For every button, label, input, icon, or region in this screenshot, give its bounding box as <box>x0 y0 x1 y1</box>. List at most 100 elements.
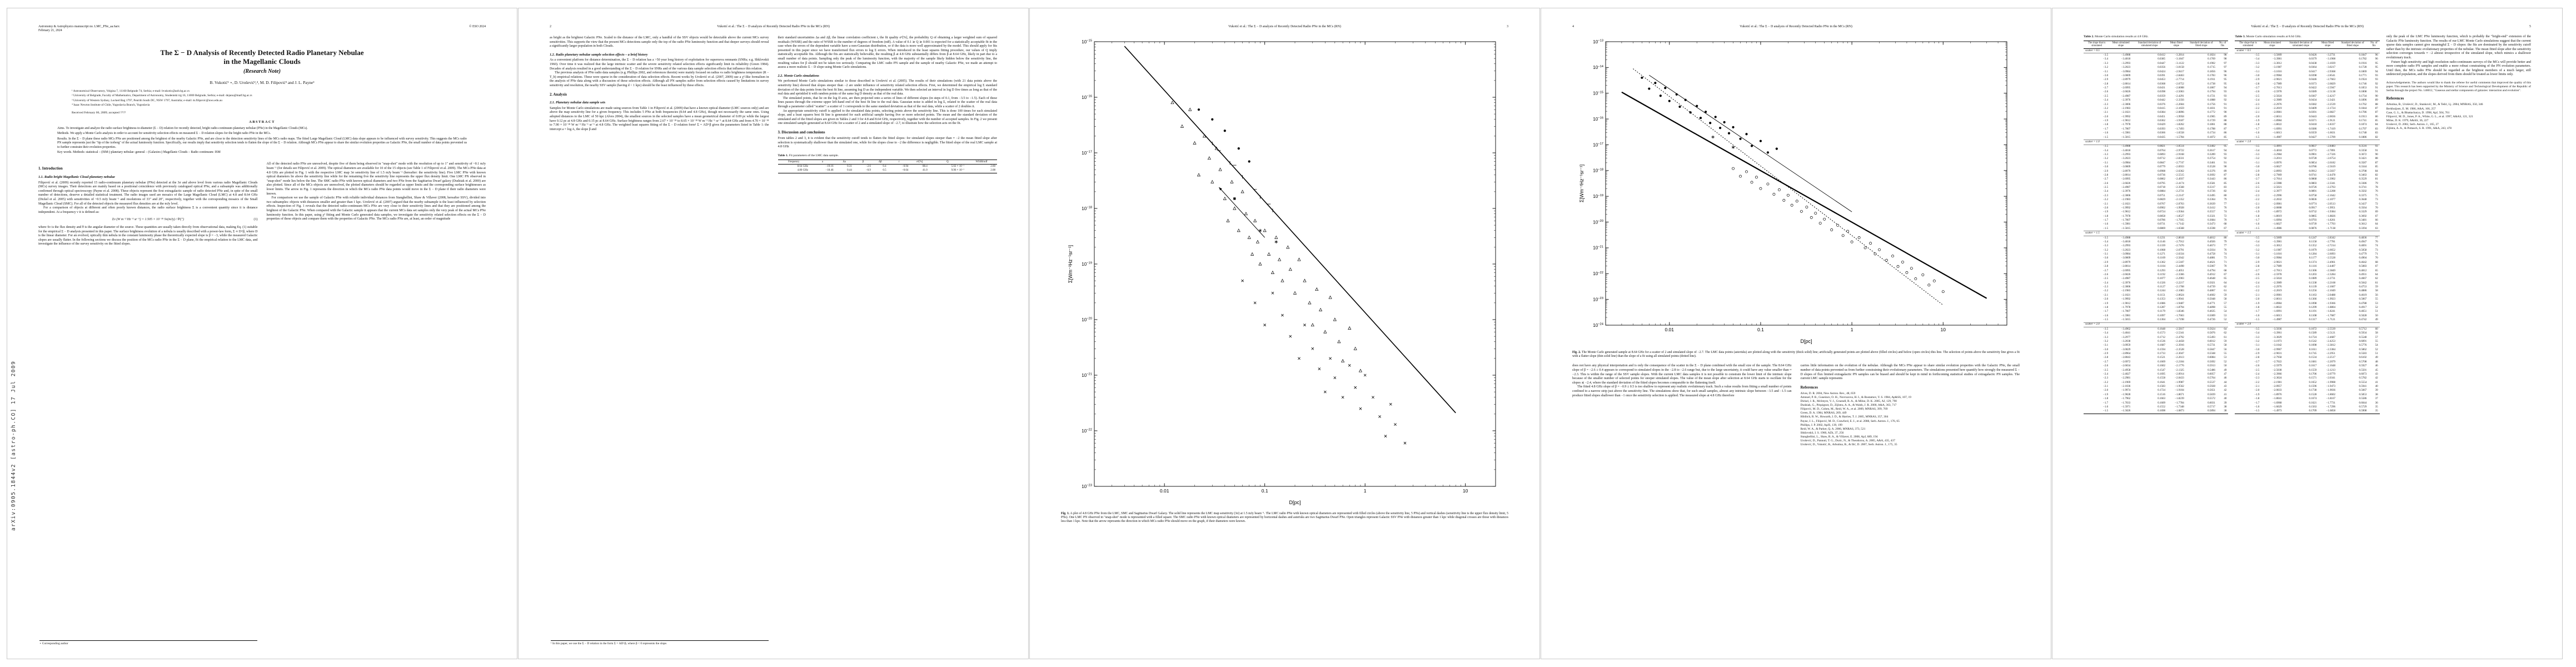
page5-columns: Table 2. Monte Carlo simulation results … <box>2084 35 2531 414</box>
column-header: Mean simulated slope <box>2261 41 2284 49</box>
table-row: −3.0 −2.9984 0.0398 −2.8541 0.1771 93 <box>2254 74 2378 77</box>
table-3-block: Table 3. Monte Carlo simulation results … <box>2235 35 2380 414</box>
table-group-label: scatter = 1.5 <box>2235 231 2380 236</box>
reference-entry: Urošević, D., Pannuti, T. G., Duric, N.,… <box>1800 439 1895 442</box>
svg-text:0.01: 0.01 <box>1665 327 1674 332</box>
table-row: −2.7 −2.7013 0.1306 −2.3849 0.4812 65 <box>2254 269 2378 272</box>
table-2-caption-text: Monte Carlo simulation results at 4.8 GH… <box>2095 35 2149 38</box>
table-row: −1.9 −1.8984 0.0371 −1.9121 0.1741 85 <box>2254 120 2378 123</box>
table-1: Frequency a Δa β Δβ r σ²[%] Q WSSR/ndf 8.64 GHz −1… <box>778 159 997 173</box>
column-header: Standard deviation of simulated slope <box>2132 41 2167 49</box>
table-row: −2.1 −2.0957 0.1596 −1.9473 0.5941 40 <box>2254 385 2378 389</box>
paragraph: The simulated points, that lie on the lo… <box>778 96 998 108</box>
svg-text:10−20: 10−20 <box>1082 317 1092 322</box>
reference-entry: Phillips, J. P. 2002, ApJS, 139, 199 <box>1800 423 1843 427</box>
table-row: −3.2 −3.1973 0.1542 −2.4253 0.6091 55 <box>2254 340 2378 343</box>
table-row: −3.0 −3.0009 0.0391 −2.8463 0.1783 96 <box>2103 74 2227 77</box>
table-row: −3.3 −3.2984 0.0901 −2.7326 0.3672 90 <box>2254 153 2378 157</box>
table-row: −3.4 −3.4018 0.0385 −3.1847 0.1769 98 <box>2103 58 2227 61</box>
page4-left-column: does not have any physical interpretatio… <box>1572 364 1792 447</box>
svg-text:0.1: 0.1 <box>1261 488 1268 494</box>
paragraph: does not have any physical interpretatio… <box>1572 364 1792 385</box>
page4-running-head: 4 Vukotić et al.: The Σ − D analysis of … <box>1572 25 2020 28</box>
affiliation-entry: ² University of Belgrade, Faculty of Mat… <box>72 94 252 98</box>
lmc-data-asterisks <box>1711 135 1735 149</box>
table-row: −2.7 −2.7022 0.1681 −2.2079 0.5708 48 <box>2254 360 2378 364</box>
table-row: −2.5 −2.4987 0.1077 −2.2903 0.4648 65 <box>2103 277 2227 281</box>
table-row: −2.9 −2.9021 0.1374 −2.4961 0.4642 68 <box>2254 261 2378 264</box>
table-row: −3.1 −3.0984 0.0847 −2.7747 0.3461 91 <box>2103 161 2227 165</box>
table-2-caption-label: Table 2. <box>2084 35 2094 38</box>
abstract-block: Aims. To investigate and analyze the rad… <box>57 127 467 155</box>
table-row: −3.4 −3.3961 0.1589 −2.5121 0.5934 58 <box>2254 332 2378 335</box>
reference-entry: Payne, J. L., Filipović, M. D., Crawford… <box>1800 419 1900 423</box>
page1-columns: 1. Introduction 1.1. Radio bright Magella… <box>38 162 486 247</box>
table-row: −1.9 −1.9028 0.1516 −1.8671 0.5839 41 <box>2103 393 2227 396</box>
page-number: 5 <box>2529 25 2531 28</box>
svg-text:10−14: 10−14 <box>1593 65 1604 70</box>
table-row: −1.5 −1.5026 0.1698 −1.6873 0.5894 38 <box>2103 410 2227 413</box>
column-header: Q <box>929 160 966 165</box>
table-row: −3.4 −3.3981 0.0379 −3.1908 0.1782 96 <box>2254 58 2378 61</box>
table-row: −3.2 −3.2023 0.1068 −2.6791 0.5034 76 <box>2103 248 2227 252</box>
table-row: −3.3 −3.3012 0.0438 −3.1039 0.1916 95 <box>2254 62 2378 65</box>
table-row: −2.4 −2.3989 0.1338 −2.2168 0.5042 61 <box>2254 281 2378 285</box>
table-3-caption: Table 3. Monte Carlo simulation results … <box>2235 35 2379 39</box>
table-row: −2.4 −2.3976 0.0442 −2.3356 0.1888 92 <box>2103 99 2227 102</box>
table-row: −3.1 −3.0984 0.0424 −2.9417 0.1856 96 <box>2103 70 2227 73</box>
paragraph: only the peak of the LMC PNe luminosity … <box>2386 35 2531 59</box>
reference-entry: Milne, D. K. 1979, A&AS, 36, 227 <box>2386 118 2429 122</box>
table-row: −1.6 −1.5981 0.1097 −1.7663 0.5009 53 <box>2103 314 2227 317</box>
table-row: −2.3 −2.3024 0.1571 −2.0341 0.5782 42 <box>2254 377 2378 380</box>
page2-right-text: their standard uncertainties Δa and Δβ, … <box>778 36 998 150</box>
abstract-aims: Aims. To investigate and analyze the rad… <box>57 126 308 130</box>
page5-text-column: only the peak of the LMC PNe luminosity … <box>2386 35 2531 414</box>
paragraph: their standard uncertainties Δa and Δβ, … <box>778 36 998 69</box>
table-row: −2.0 −1.9992 0.1353 −1.9941 0.5048 58 <box>2103 298 2227 301</box>
table-row: −2.6 −2.5978 0.1203 −2.3284 0.4931 64 <box>2254 273 2378 276</box>
column-header: β <box>853 160 873 165</box>
column-header: Standard deviation of simulated slope <box>2283 41 2319 49</box>
svg-text:10−18: 10−18 <box>1593 168 1603 173</box>
table-row: −1.6 −1.6027 0.0739 −1.7703 0.3612 64 <box>2254 223 2378 226</box>
table-row: −2.7 −2.6972 0.1669 −2.2184 0.5692 52 <box>2103 360 2227 364</box>
table-row: −2.8 −2.7989 0.1116 −2.4407 0.5083 67 <box>2254 265 2378 268</box>
paragraph: An appropriate sensitivity cutoff is app… <box>778 109 998 126</box>
reference-entry: Arbutina, B., Urošević, D., Stanković, M… <box>2386 103 2483 107</box>
direction-arrow <box>1218 187 1265 238</box>
lmc-pne-filled-circles <box>1197 108 1250 163</box>
table-row: −3.3 −3.3029 0.1724 −2.4687 0.5548 57 <box>2254 336 2378 339</box>
table-row: −3.5 −3.5009 0.1247 −2.8342 0.4836 77 <box>2254 236 2378 240</box>
table-row: −2.3 −2.2976 0.0382 −2.2539 0.1762 88 <box>2254 103 2378 106</box>
table-row: −2.8 −2.8043 0.1521 −2.2613 0.6084 53 <box>2103 356 2227 360</box>
section-3-heading: 3. Discussion and conclusions <box>778 130 825 135</box>
table-row: −2.3 −2.2996 0.0758 −2.1642 0.3375 75 <box>2254 194 2378 197</box>
table-row: −3.0 −3.0009 0.0779 −2.6933 0.3528 90 <box>2103 166 2227 169</box>
section-1-2-heading: 1.2. Radio planetary nebulae sample sele… <box>550 52 648 57</box>
table-row: −1.8 −1.7978 0.0858 −1.8527 0.3321 72 <box>2103 215 2227 218</box>
table-row: −2.1 −2.1036 0.1583 −1.9562 0.5928 43 <box>2103 385 2227 389</box>
table-row: −2.7 −2.7014 0.0868 −2.3902 0.3529 81 <box>2254 178 2378 181</box>
table-row: −2.3 −2.3006 0.0376 −2.2604 0.1756 91 <box>2103 103 2227 106</box>
table-row: −3.3 −3.2993 0.0893 −2.9168 0.3289 93 <box>2103 153 2227 157</box>
paragraph: We performed Monte Carlo simulations sim… <box>778 79 998 96</box>
column-header: No. of fits <box>2368 41 2380 49</box>
sensitivity-line-thick <box>1621 91 1987 299</box>
abstract-results: Results. In the Σ − D plane these radio … <box>57 137 467 149</box>
paper-title-line2: in the Magellanic Clouds <box>223 57 301 66</box>
paragraph: As a convenient platform for distance de… <box>550 58 769 71</box>
table-group-label: scatter = 2.0 <box>2235 322 2380 328</box>
table-row: −3.0 −3.0027 0.0786 −2.5619 0.3344 85 <box>2254 166 2378 169</box>
table-row: −1.6 −1.6029 0.1563 −1.7296 0.5729 35 <box>2254 405 2378 409</box>
table-group-label: scatter = 1.0 <box>2235 140 2380 145</box>
reference-entry: Zijlstra, A. A., & Pottasch, S. R. 1991,… <box>2386 126 2452 130</box>
column-header: r <box>888 160 910 165</box>
column-header: a <box>810 160 835 165</box>
affiliation-entry: ⁴ Isaac Newton Institute of Chile, Yugos… <box>72 103 150 107</box>
column-header: WSSR/ndf <box>965 160 997 165</box>
page1-right-column: All of the detected radio PNe are unreso… <box>267 162 486 247</box>
table-row: −3.1 −3.1016 0.0417 −2.9368 0.1869 94 <box>2254 70 2378 73</box>
table-row: −1.9 −1.8976 0.1528 −1.8602 0.5853 38 <box>2254 393 2378 396</box>
table-row: −2.2 −2.1983 0.0829 −2.1352 0.3364 79 <box>2103 198 2227 202</box>
